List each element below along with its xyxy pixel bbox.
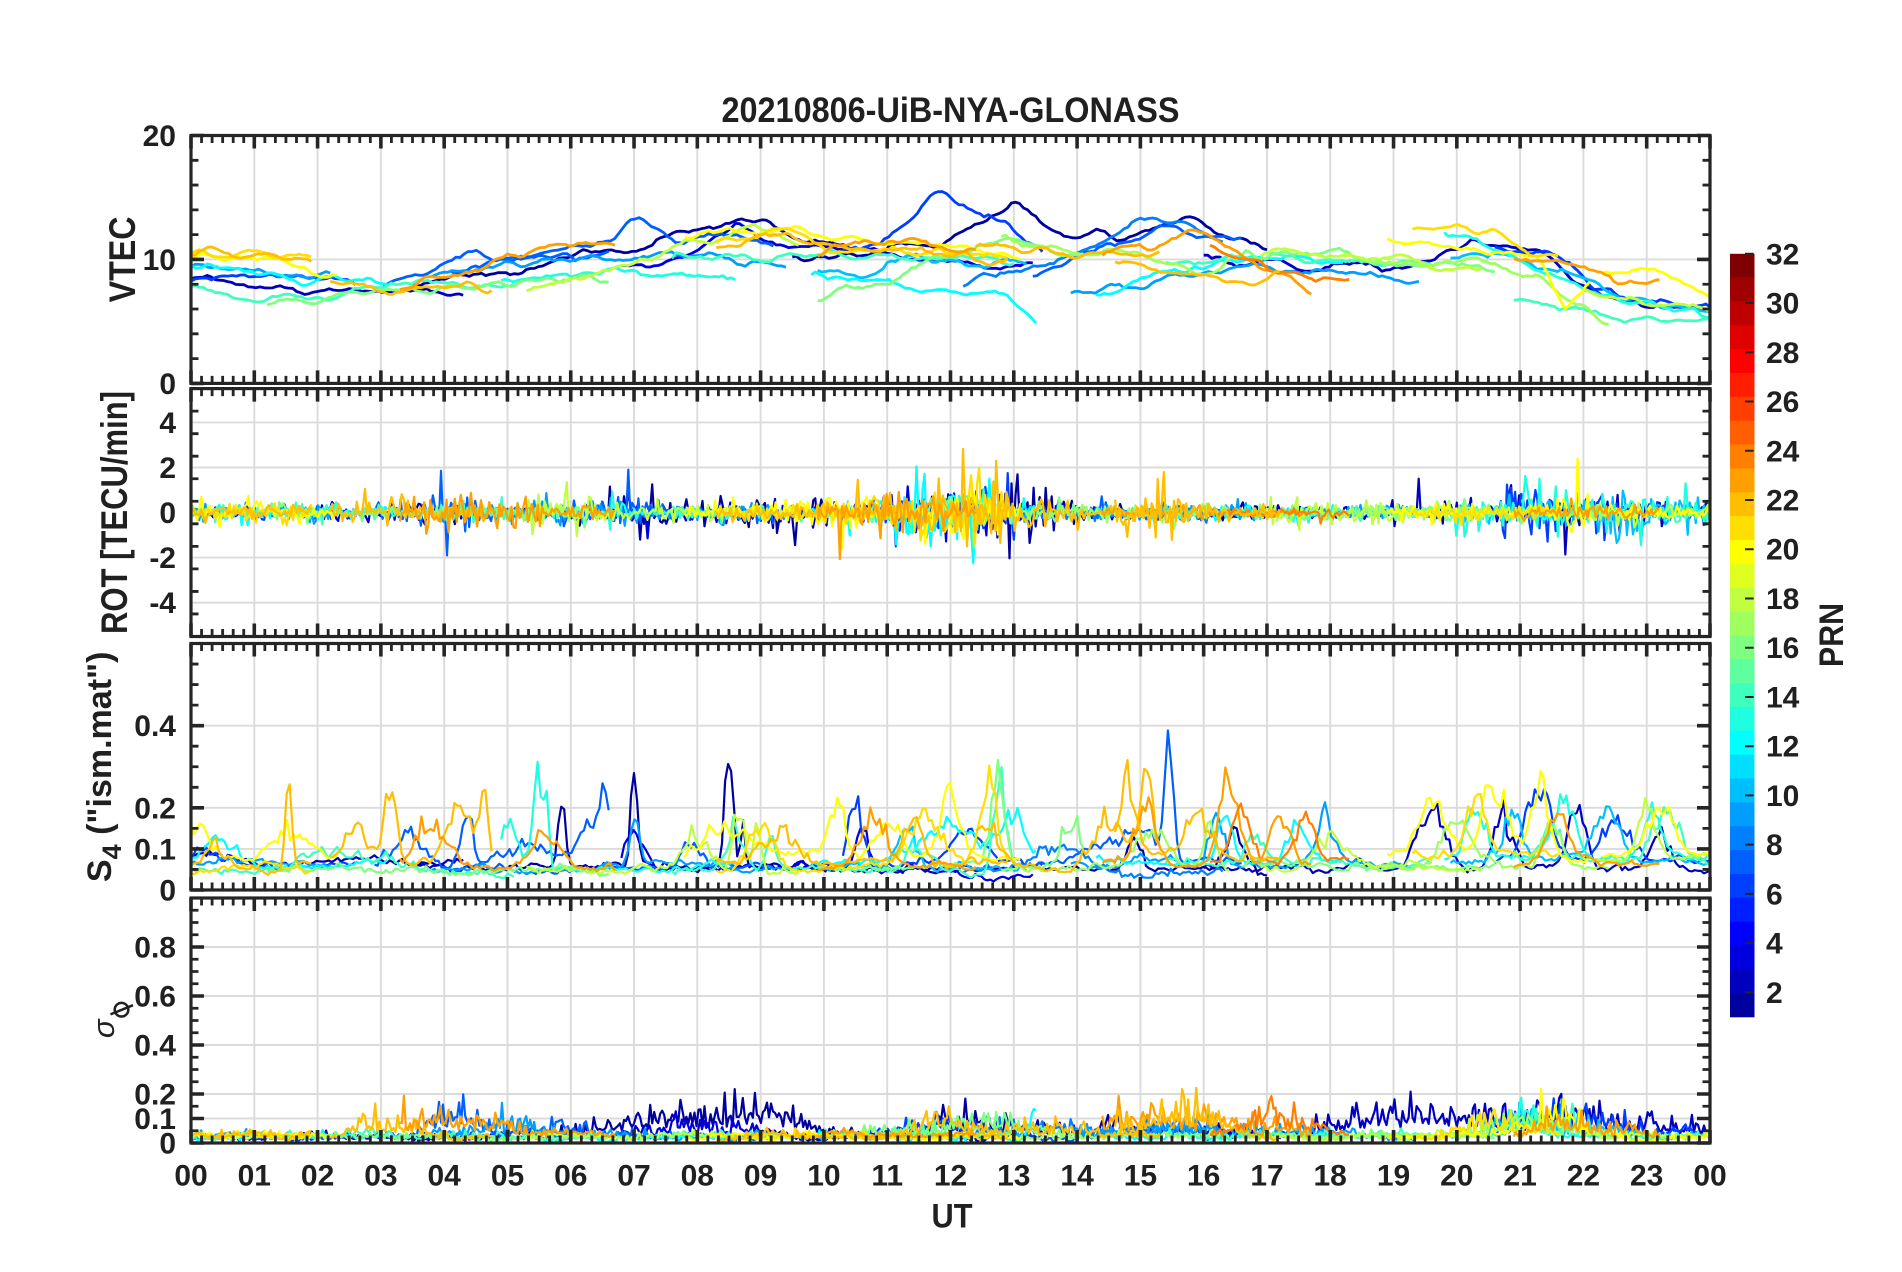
svg-text:02: 02	[301, 1160, 334, 1193]
svg-text:16: 16	[1187, 1160, 1220, 1193]
svg-text:21: 21	[1503, 1160, 1536, 1193]
svg-text:UT: UT	[932, 1198, 973, 1236]
svg-text:16: 16	[1766, 632, 1799, 665]
svg-text:30: 30	[1766, 288, 1799, 321]
svg-text:-4: -4	[149, 587, 176, 620]
svg-text:24: 24	[1766, 435, 1800, 468]
svg-text:2: 2	[1766, 977, 1783, 1010]
svg-text:8: 8	[1766, 829, 1783, 862]
svg-text:26: 26	[1766, 386, 1799, 419]
svg-text:12: 12	[934, 1160, 967, 1193]
svg-text:0: 0	[159, 1128, 176, 1161]
svg-text:6: 6	[1766, 878, 1783, 911]
svg-text:22: 22	[1766, 485, 1799, 518]
svg-text:22: 22	[1567, 1160, 1600, 1193]
svg-text:0.1: 0.1	[134, 1103, 176, 1136]
svg-text:18: 18	[1766, 583, 1799, 616]
svg-text:0: 0	[159, 497, 176, 530]
svg-text:14: 14	[1060, 1160, 1094, 1193]
svg-text:01: 01	[238, 1160, 271, 1193]
svg-text:0: 0	[159, 368, 176, 401]
svg-text:14: 14	[1766, 681, 1800, 714]
svg-text:20: 20	[143, 120, 176, 153]
svg-text:07: 07	[617, 1160, 650, 1193]
svg-text:2: 2	[159, 452, 176, 485]
svg-text:10: 10	[807, 1160, 840, 1193]
svg-text:20: 20	[1440, 1160, 1473, 1193]
svg-text:0.1: 0.1	[134, 833, 176, 866]
svg-text:0: 0	[159, 875, 176, 908]
svg-text:11: 11	[871, 1160, 903, 1193]
svg-text:19: 19	[1377, 1160, 1410, 1193]
svg-text:06: 06	[554, 1160, 587, 1193]
svg-text:0.2: 0.2	[134, 792, 176, 825]
svg-text:04: 04	[428, 1160, 462, 1193]
svg-text:σ: σ	[86, 1018, 121, 1038]
svg-text:12: 12	[1766, 731, 1799, 764]
svg-text:05: 05	[491, 1160, 524, 1193]
svg-text:0.2: 0.2	[134, 1079, 176, 1112]
svg-text:10: 10	[143, 244, 176, 277]
svg-text:20210806-UiB-NYA-GLONASS: 20210806-UiB-NYA-GLONASS	[722, 91, 1180, 130]
svg-text:00: 00	[1693, 1160, 1726, 1193]
svg-text:09: 09	[744, 1160, 777, 1193]
svg-text:0.4: 0.4	[134, 1030, 176, 1063]
svg-text:23: 23	[1630, 1160, 1663, 1193]
svg-text:15: 15	[1124, 1160, 1157, 1193]
svg-text:ROT [TECU/min]: ROT [TECU/min]	[94, 391, 135, 634]
svg-text:08: 08	[681, 1160, 714, 1193]
svg-text:18: 18	[1314, 1160, 1347, 1193]
svg-text:28: 28	[1766, 337, 1799, 370]
svg-text:0.6: 0.6	[134, 981, 176, 1014]
svg-text:4: 4	[1766, 928, 1783, 961]
svg-text:17: 17	[1250, 1160, 1283, 1193]
svg-text:20: 20	[1766, 534, 1799, 567]
svg-text:13: 13	[997, 1160, 1030, 1193]
svg-text:-2: -2	[149, 542, 176, 575]
svg-text:VTEC: VTEC	[102, 216, 143, 302]
svg-text:4: 4	[159, 407, 176, 440]
svg-text:PRN: PRN	[1813, 603, 1851, 667]
svg-text:03: 03	[364, 1160, 397, 1193]
svg-text:0.4: 0.4	[134, 710, 176, 743]
svg-text:32: 32	[1766, 238, 1799, 271]
svg-text:0.8: 0.8	[134, 932, 176, 965]
svg-text:00: 00	[174, 1160, 207, 1193]
svg-text:10: 10	[1766, 780, 1799, 813]
